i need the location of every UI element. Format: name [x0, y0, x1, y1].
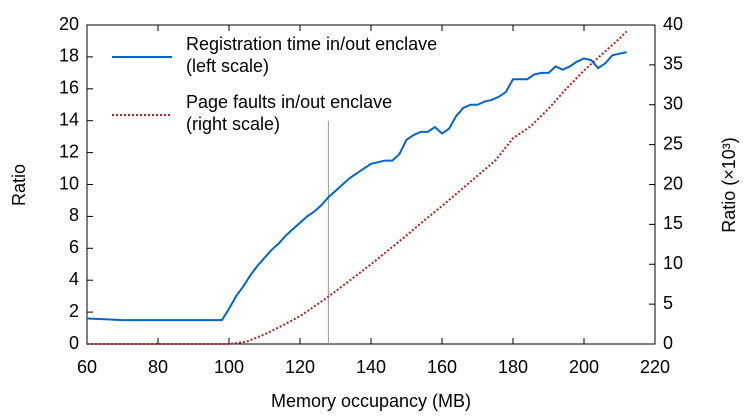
x-tick-label: 60: [77, 357, 97, 377]
x-tick-label: 120: [285, 357, 315, 377]
y-tick-label: 18: [59, 46, 79, 66]
y2-tick-label: 5: [663, 293, 673, 313]
y-tick-label: 6: [69, 237, 79, 257]
y2-tick-label: 0: [663, 333, 673, 353]
y2-tick-label: 20: [663, 173, 683, 193]
x-tick-label: 160: [427, 357, 457, 377]
y2-axis-label: Ratio (×10³): [719, 137, 739, 233]
legend-label: Registration time in/out enclave (left sc…: [186, 34, 437, 76]
y-tick-label: 0: [69, 333, 79, 353]
y2-tick-label: 30: [663, 94, 683, 114]
x-tick-label: 200: [569, 357, 599, 377]
y-tick-label: 4: [69, 269, 79, 289]
x-tick-label: 220: [640, 357, 670, 377]
y-tick-label: 8: [69, 205, 79, 225]
x-axis-label: Memory occupancy (MB): [271, 391, 471, 411]
legend-label: Page faults in/out enclave (right scale): [186, 92, 392, 134]
y2-tick-label: 10: [663, 253, 683, 273]
y2-tick-label: 35: [663, 54, 683, 74]
y2-tick-label: 40: [663, 14, 683, 34]
plot-frame: [86, 24, 656, 345]
y-tick-label: 16: [59, 78, 79, 98]
y-tick-label: 14: [59, 109, 79, 129]
y2-tick-label: 15: [663, 213, 683, 233]
x-tick-label: 100: [214, 357, 244, 377]
y2-tick-label: 25: [663, 133, 683, 153]
y-tick-label: 2: [69, 301, 79, 321]
x-tick-label: 80: [148, 357, 168, 377]
y-axis-label: Ratio: [9, 164, 29, 206]
y-tick-label: 10: [59, 173, 79, 193]
y-tick-label: 12: [59, 141, 79, 161]
y-tick-label: 20: [59, 14, 79, 34]
x-tick-label: 140: [356, 357, 386, 377]
x-tick-label: 180: [498, 357, 528, 377]
series-line: [87, 30, 628, 345]
series-line: [86, 51, 627, 322]
